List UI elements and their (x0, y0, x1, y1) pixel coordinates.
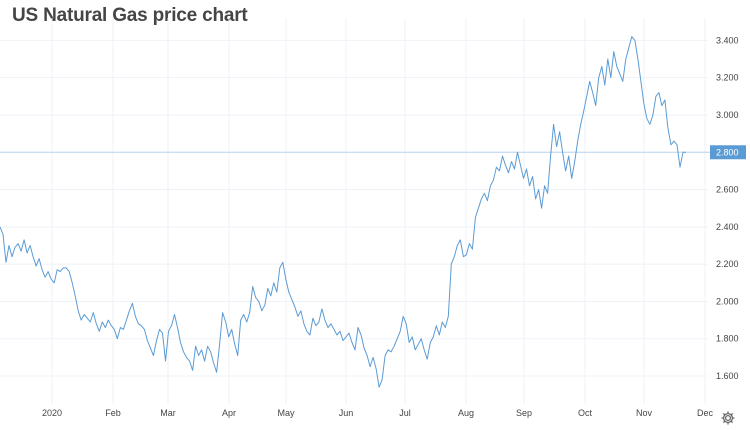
x-tick-label: Apr (222, 408, 236, 418)
y-tick-label: 3.400 (716, 35, 739, 45)
current-price-marker: 2.800 (710, 145, 746, 160)
grid-lines (0, 18, 708, 404)
x-tick-label: Sep (516, 408, 532, 418)
x-tick-label: 2020 (42, 408, 62, 418)
x-tick-label: Mar (160, 408, 176, 418)
current-price-label: 2.800 (716, 147, 739, 157)
y-tick-label: 2.200 (716, 259, 739, 269)
x-tick-label: Jun (339, 408, 354, 418)
y-tick-label: 2.600 (716, 185, 739, 195)
y-tick-label: 1.600 (716, 371, 739, 381)
y-tick-label: 2.000 (716, 296, 739, 306)
y-tick-label: 2.400 (716, 222, 739, 232)
current-price-marker-bg (710, 145, 746, 160)
y-axis-labels: 1.600 1.800 2.000 2.200 2.400 2.600 2.800 3.000… (716, 35, 739, 381)
x-tick-label: Feb (105, 408, 121, 418)
x-tick-label: Nov (636, 408, 653, 418)
y-tick-label: 3.000 (716, 110, 739, 120)
x-axis-labels: 2020 Feb Mar Apr May Jun Jul Aug Sep Oct Nov Dec (42, 408, 714, 418)
x-tick-label: Dec (697, 408, 714, 418)
series-line (0, 36, 686, 388)
x-tick-label: Jul (399, 408, 411, 418)
x-tick-label: May (277, 408, 295, 418)
x-tick-label: Oct (578, 408, 593, 418)
y-tick-label: 1.800 (716, 334, 739, 344)
y-tick-label: 3.200 (716, 73, 739, 83)
x-tick-label: Aug (458, 408, 474, 418)
gear-icon[interactable] (720, 410, 736, 426)
chart-title: US Natural Gas price chart (12, 5, 248, 26)
